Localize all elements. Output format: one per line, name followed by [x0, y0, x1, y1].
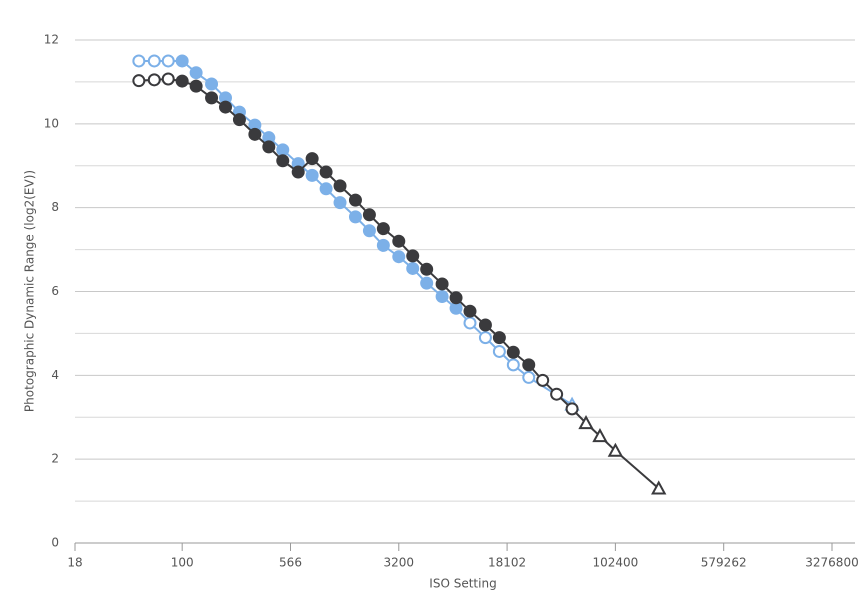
marker — [276, 154, 290, 168]
marker — [362, 224, 376, 238]
marker — [478, 331, 492, 345]
marker — [651, 480, 667, 495]
x-tick-label: 18 — [67, 556, 82, 570]
marker — [362, 208, 376, 222]
y-tick-label: 10 — [44, 116, 59, 130]
x-tick-label: 100 — [171, 556, 194, 570]
marker — [607, 442, 624, 457]
marker — [232, 113, 246, 127]
marker — [161, 72, 175, 86]
marker — [506, 358, 520, 372]
marker — [392, 234, 406, 248]
marker — [161, 54, 175, 68]
marker — [218, 100, 232, 114]
y-tick-label: 0 — [51, 536, 59, 550]
y-tick-label: 6 — [51, 284, 59, 298]
marker — [506, 345, 520, 359]
marker — [175, 74, 189, 88]
marker — [420, 262, 434, 276]
marker — [319, 165, 333, 179]
marker — [406, 249, 420, 263]
y-tick-label: 8 — [51, 200, 59, 214]
y-tick-label: 4 — [51, 368, 59, 382]
marker — [550, 387, 564, 401]
marker — [449, 291, 463, 305]
y-tick-label: 12 — [44, 33, 59, 47]
marker — [348, 210, 362, 224]
marker — [262, 140, 276, 154]
marker — [205, 77, 219, 91]
marker — [319, 182, 333, 196]
marker — [205, 91, 219, 105]
marker — [522, 370, 536, 384]
marker — [147, 54, 161, 68]
marker — [189, 66, 203, 80]
marker — [420, 276, 434, 290]
marker — [492, 344, 506, 358]
marker — [276, 143, 290, 157]
marker — [406, 261, 420, 275]
marker — [478, 318, 492, 332]
marker — [147, 73, 161, 87]
marker — [305, 152, 319, 166]
x-tick-label: 18102 — [488, 556, 526, 570]
marker — [536, 373, 550, 387]
y-tick-label: 2 — [51, 452, 59, 466]
x-tick-label: 579262 — [701, 556, 747, 570]
marker — [392, 250, 406, 264]
marker — [463, 304, 477, 318]
marker — [132, 74, 146, 88]
marker — [463, 316, 477, 330]
x-tick-label: 102400 — [592, 556, 638, 570]
marker — [248, 127, 262, 141]
marker — [376, 222, 390, 236]
y-axis-label: Photographic Dynamic Range (log2(EV)) — [23, 170, 37, 412]
marker — [435, 277, 449, 291]
marker — [348, 193, 362, 207]
marker — [376, 238, 390, 252]
marker — [132, 54, 146, 68]
x-axis-label: ISO Setting — [429, 577, 496, 591]
marker — [565, 402, 579, 416]
marker — [189, 79, 203, 93]
marker — [291, 165, 305, 179]
x-tick-label: 566 — [279, 556, 302, 570]
marker — [449, 301, 463, 315]
marker — [492, 331, 506, 345]
marker — [333, 179, 347, 193]
x-tick-label: 3276800 — [805, 556, 858, 570]
marker — [578, 415, 594, 430]
marker — [435, 290, 449, 304]
marker — [305, 168, 319, 182]
marker — [522, 358, 536, 372]
marker — [333, 196, 347, 210]
marker — [592, 428, 608, 443]
x-tick-label: 3200 — [384, 556, 415, 570]
marker — [175, 54, 189, 68]
